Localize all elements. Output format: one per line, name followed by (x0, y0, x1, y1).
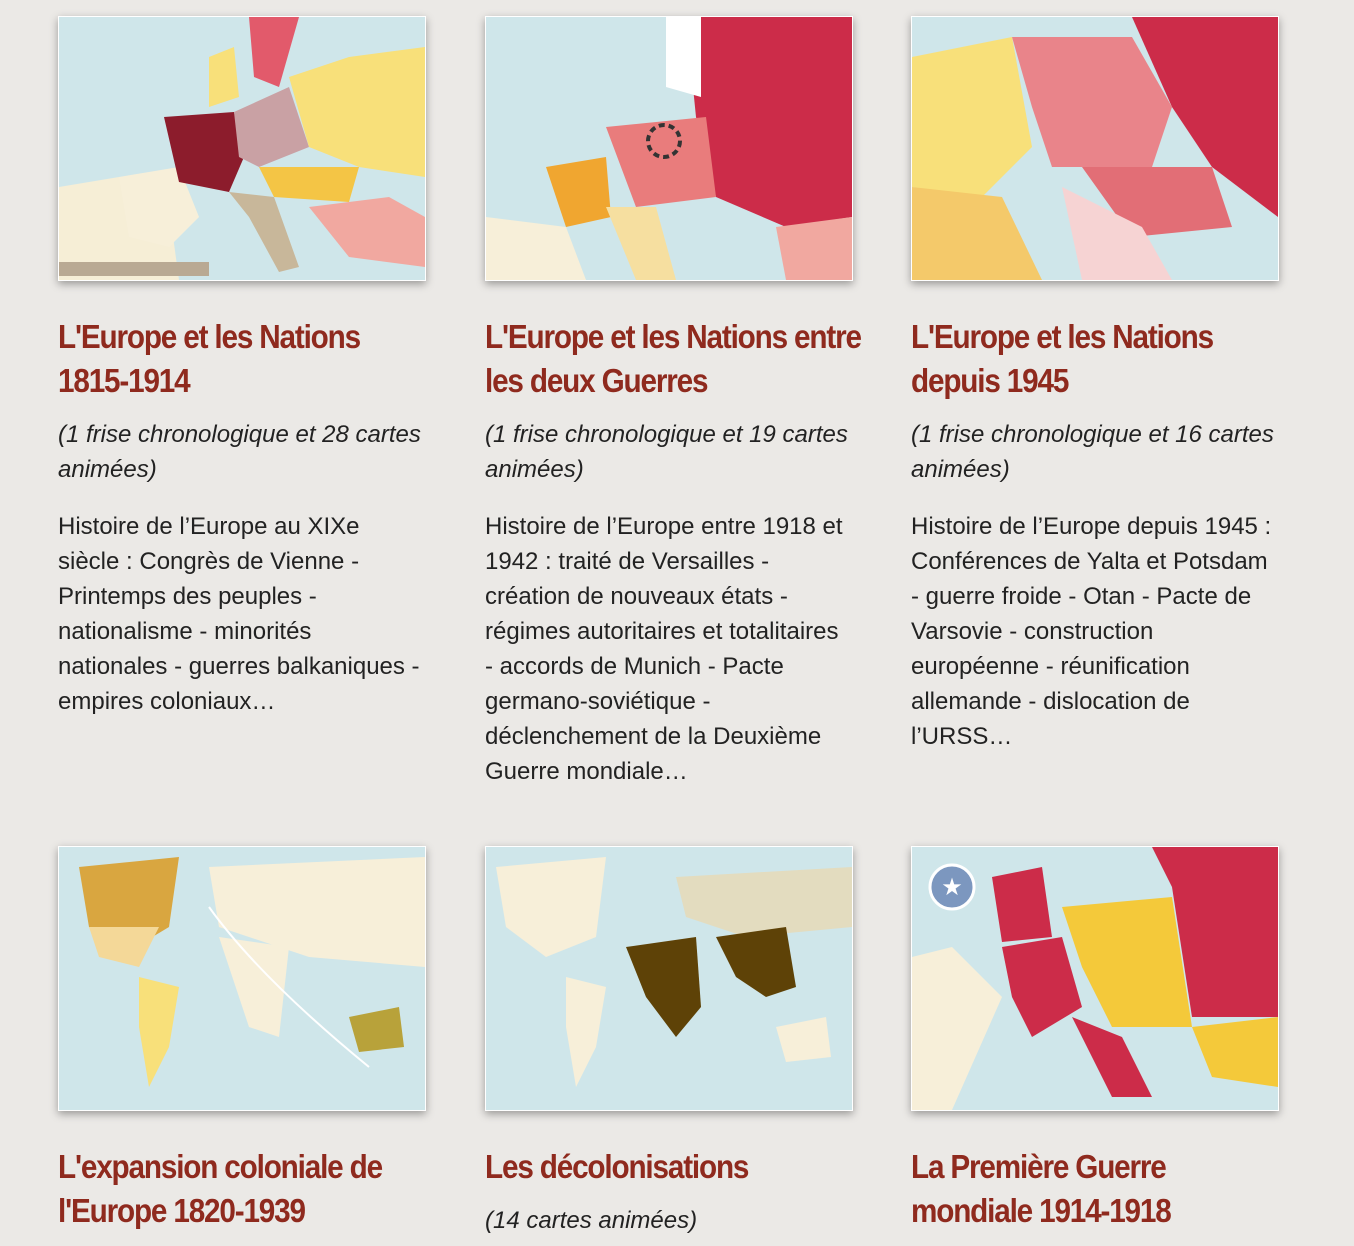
card-europe-1945: L'Europe et les Nations depuis 1945 (1 f… (911, 16, 1279, 754)
card-title[interactable]: La Première Guerre mondiale 1914-1918 (911, 1148, 1172, 1229)
card-description: Histoire de l’Europe entre 1918 et 1942 … (485, 513, 843, 785)
card-ww1: ★ La Première Guerre mondiale 1914-1918 (911, 846, 1279, 1233)
europe-1815-map[interactable] (58, 16, 426, 281)
card-europe-1815: L'Europe et les Nations 1815-1914 (1 fri… (58, 16, 426, 719)
card-subtitle: (1 frise chronologique et 28 cartes anim… (58, 421, 421, 483)
colonial-world-map[interactable] (58, 846, 426, 1111)
card-colonial-expansion: L'expansion coloniale de l'Europe 1820-1… (58, 846, 426, 1233)
europe-interwar-map[interactable] (485, 16, 853, 281)
card-title[interactable]: L'expansion coloniale de l'Europe 1820-1… (58, 1148, 383, 1229)
card-description: Histoire de l’Europe au XIXe siècle : Co… (58, 513, 420, 715)
card-description: Histoire de l’Europe depuis 1945 : Confé… (911, 513, 1272, 750)
card-subtitle: (1 frise chronologique et 19 cartes anim… (485, 421, 848, 483)
card-title[interactable]: L'Europe et les Nations entre les deux G… (485, 318, 862, 399)
decolonisation-world-map[interactable] (485, 846, 853, 1111)
card-subtitle: (14 cartes animées) (485, 1207, 698, 1234)
card-europe-interwar: L'Europe et les Nations entre les deux G… (485, 16, 862, 789)
card-title[interactable]: L'Europe et les Nations 1815-1914 (58, 318, 361, 399)
svg-text:★: ★ (941, 874, 963, 901)
card-title[interactable]: L'Europe et les Nations depuis 1945 (911, 318, 1214, 399)
card-title[interactable]: Les décolonisations (485, 1148, 749, 1185)
europe-1945-map[interactable] (911, 16, 1279, 281)
ww1-europe-map[interactable]: ★ (911, 846, 1279, 1111)
card-subtitle: (1 frise chronologique et 16 cartes anim… (911, 421, 1274, 483)
card-decolonisation: Les décolonisations (14 cartes animées) (485, 846, 853, 1238)
